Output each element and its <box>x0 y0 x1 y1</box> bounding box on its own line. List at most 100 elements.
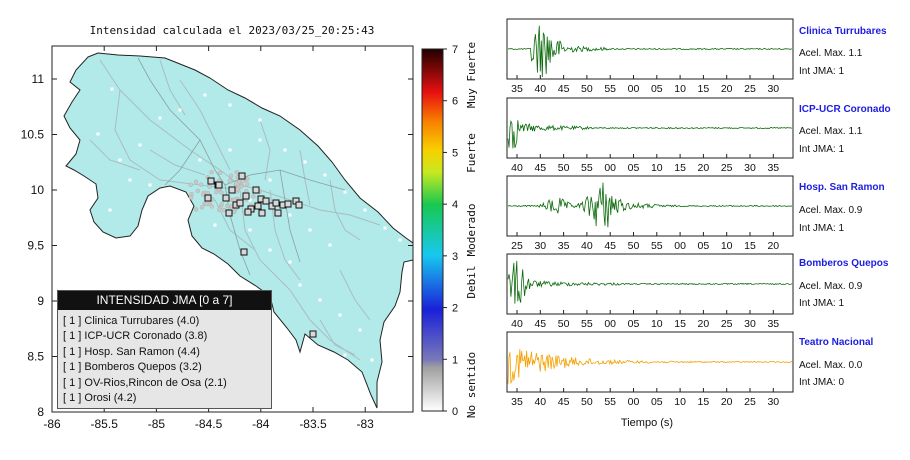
station-marker <box>258 209 266 217</box>
y-tick-label: 9.5 <box>27 239 44 253</box>
station-jma: Int JMA: 1 <box>799 144 845 155</box>
colorbar-tick-label: 7 <box>452 44 458 56</box>
station-accel: Acel. Max. 1.1 <box>799 126 863 137</box>
waveform-trace <box>507 119 793 149</box>
waveform-tick-label: 00 <box>628 83 640 95</box>
y-tick-label: 10.5 <box>21 128 45 142</box>
x-tick-label: -86 <box>43 417 61 431</box>
road-dot <box>283 148 287 152</box>
station-marker <box>215 181 223 189</box>
road-dot <box>258 138 262 142</box>
legend-title: INTENSIDAD JMA [0 a 7] <box>58 291 271 310</box>
waveform-tick-label: 35 <box>558 240 570 252</box>
legend-item: [ 1 ] Orosi (4.2) <box>63 391 137 404</box>
colorbar-tick-label: 4 <box>452 199 458 211</box>
colorbar-tick-label: 2 <box>452 303 458 315</box>
road-dot <box>338 313 342 317</box>
road-dot <box>203 93 207 97</box>
colorbar-category-label: Moderado <box>465 204 478 257</box>
y-tick-label: 10 <box>31 183 45 197</box>
city-point <box>193 179 199 184</box>
road-dot <box>343 353 347 357</box>
waveform-tick-label: 55 <box>581 318 593 330</box>
station-markers <box>204 172 317 338</box>
road-dots <box>96 87 402 362</box>
road-dot <box>178 108 182 112</box>
city-point <box>219 190 224 195</box>
legend-item: [ 1 ] Bomberos Quepos (3.2) <box>63 361 202 374</box>
waveform-panel: 40 45 50 55 00 05 10 15 20 25 30 35 <box>506 253 794 330</box>
city-point <box>245 182 250 187</box>
colorbar-tick-label: 1 <box>452 354 458 366</box>
waveform-tick-label: 45 <box>558 83 570 95</box>
road-dot <box>268 248 272 252</box>
waveform-tick-label: 40 <box>534 83 546 95</box>
waveform-tick-label: 00 <box>604 162 616 174</box>
waveform-tick-label: 10 <box>651 318 663 330</box>
station-accel: Acel. Max. 1.1 <box>799 48 863 59</box>
waveform-tick-label: 15 <box>674 162 686 174</box>
waveform-tick-label: 35 <box>511 396 523 408</box>
waveform-tick-label: 05 <box>698 240 710 252</box>
waveform-tick-label: 10 <box>674 83 686 95</box>
waveform-tick-label: 30 <box>744 162 756 174</box>
x-tick-label: -85 <box>148 417 166 431</box>
city-point <box>195 188 200 194</box>
road-dot <box>213 223 217 227</box>
road-dot <box>96 132 100 136</box>
station-accel: Acel. Max. 0.0 <box>799 360 863 371</box>
station-jma: Int JMA: 1 <box>799 298 845 309</box>
city-point <box>193 207 199 212</box>
road-dot <box>343 190 347 194</box>
map-y-axis: 11 10.5 10 9.5 9 8.5 8 <box>21 72 413 419</box>
waveform-tick-label: 35 <box>767 318 779 330</box>
city-point <box>219 201 224 207</box>
waveform-tick-label: 40 <box>534 396 546 408</box>
waveform-tick-label: 25 <box>721 162 733 174</box>
station-marker <box>254 202 262 210</box>
station-marker <box>274 209 282 217</box>
waveform-panel: 35 40 45 50 55 00 05 10 15 20 25 30 <box>506 331 794 408</box>
station-name: Clinica Turrubares <box>799 26 887 37</box>
waveform-panels: 35 40 45 50 55 00 05 10 15 20 25 30 40 45 50 55 00 05 10 15… <box>506 18 794 408</box>
road-dot <box>110 87 114 91</box>
colorbar-category-label: Fuerte <box>465 133 478 173</box>
waveform-tick-label: 40 <box>511 162 523 174</box>
waveform-tick-label: 25 <box>744 83 756 95</box>
road-dot <box>370 358 374 362</box>
station-marker <box>228 186 236 194</box>
waveform-tick-label: 30 <box>767 396 779 408</box>
city-point <box>199 205 205 210</box>
waveform-tick-label: 25 <box>721 318 733 330</box>
waveform-tick-label: 05 <box>651 396 663 408</box>
waveform-tick-label: 30 <box>744 318 756 330</box>
road-dot <box>298 283 302 287</box>
costa-rica-landmass <box>63 52 413 409</box>
waveform-tick-label: 20 <box>767 240 779 252</box>
waveform-tick-label: 00 <box>604 318 616 330</box>
waveform-panel: 40 45 50 55 00 05 10 15 20 25 30 35 <box>506 97 794 174</box>
station-marker <box>238 172 246 180</box>
waveform-tick-label: 20 <box>721 83 733 95</box>
station-jma: Int JMA: 1 <box>799 66 845 77</box>
road-dot <box>128 178 132 182</box>
road-dot <box>268 178 272 182</box>
waveform-trace <box>507 25 793 78</box>
waveform-tick-label: 50 <box>628 240 640 252</box>
city-point <box>198 182 204 187</box>
colorbar-category-label: Muy Fuerte <box>465 42 478 108</box>
waveform-tick-label: 50 <box>558 162 570 174</box>
city-point <box>234 181 239 186</box>
station-jma: Int JMA: 0 <box>799 377 845 388</box>
road-dot <box>248 228 252 232</box>
city-point <box>209 170 214 175</box>
waveform-tick-label: 55 <box>581 162 593 174</box>
city-point <box>225 203 230 209</box>
city-point <box>235 187 240 192</box>
waveform-tick-label: 30 <box>534 240 546 252</box>
road-dot <box>228 103 232 107</box>
waveform-tick-label: 50 <box>581 396 593 408</box>
waveform-trace <box>507 260 793 304</box>
city-point <box>234 170 239 175</box>
road-dot <box>288 213 292 217</box>
